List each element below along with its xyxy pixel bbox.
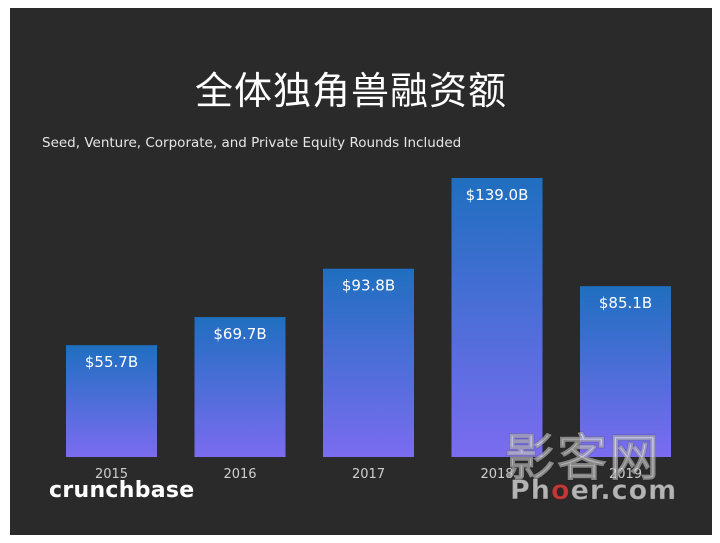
watermark: 影客网 Phoer.com	[495, 418, 695, 528]
crunchbase-logo: crunchbase	[49, 478, 195, 503]
x-tick-2019: 2019	[609, 467, 642, 482]
bar-2017	[323, 268, 414, 457]
x-tick-2016: 2016	[223, 467, 256, 482]
data-label-2015: $55.7B	[85, 353, 138, 371]
watermark-en: Phoer.com	[509, 475, 678, 507]
data-label-2017: $93.8B	[342, 277, 395, 295]
x-tick-2015: 2015	[95, 467, 128, 482]
data-label-2016: $69.7B	[213, 325, 266, 343]
chart-title: 全体独角兽融资额	[194, 69, 507, 113]
data-label-2018: $139.0B	[466, 186, 529, 204]
bar-2015	[66, 345, 157, 457]
data-label-2019: $85.1B	[599, 294, 652, 312]
bar-2019	[580, 286, 671, 457]
bar-2016	[194, 317, 286, 457]
watermark-cn: 影客网	[505, 429, 661, 488]
x-tick-2017: 2017	[352, 467, 385, 482]
bar-2018	[451, 178, 543, 457]
x-tick-2018: 2018	[480, 467, 513, 482]
chart-subtitle: Seed, Venture, Corporate, and Private Eq…	[42, 135, 462, 151]
